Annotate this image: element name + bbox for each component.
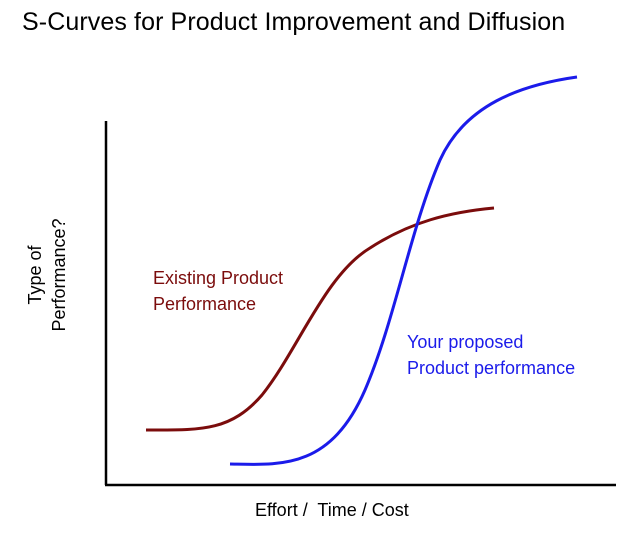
proposed-product-label-line2: Product performance <box>407 358 576 378</box>
x-axis-label: Effort / Time / Cost <box>255 500 409 520</box>
existing-product-curve <box>145 206 495 432</box>
y-axis-label: Type of Performance? <box>23 218 71 331</box>
proposed-product-curve <box>229 75 578 466</box>
proposed-product-label: Your proposed Product performance <box>407 329 575 381</box>
y-axis-label-line1: Type of <box>25 245 45 305</box>
existing-product-label: Existing Product Performance <box>153 265 283 317</box>
proposed-product-label-line1: Your proposed <box>407 332 524 352</box>
existing-product-label-line2: Performance <box>153 294 257 314</box>
y-axis-label-line2: Performance? <box>49 218 69 332</box>
chart-title: S-Curves for Product Improvement and Dif… <box>22 8 566 36</box>
existing-product-label-line1: Existing Product <box>153 268 284 288</box>
